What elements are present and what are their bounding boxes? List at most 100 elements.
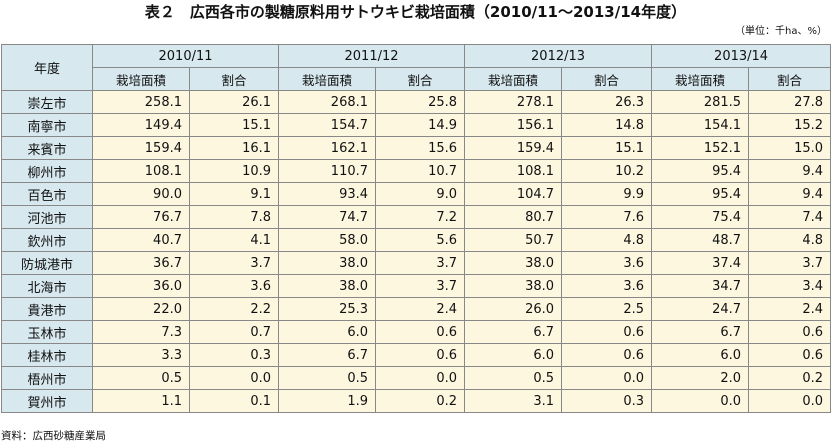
table-row: 梧州市 0.5 0.0 0.5 0.0 0.5 0.0 2.0 0.2 — [1, 366, 831, 390]
area-cell: 36.7 — [92, 251, 190, 275]
share-cell: 2.2 — [188, 297, 280, 321]
area-cell: 0.0 — [651, 389, 750, 413]
share-cell: 26.3 — [561, 90, 653, 114]
table-row: 河池市 76.7 7.8 74.7 7.2 80.7 7.6 75.4 7.4 — [1, 205, 831, 229]
share-cell: 0.6 — [748, 343, 831, 367]
share-cell: 10.2 — [561, 159, 653, 183]
table-row: 防城港市 36.7 3.7 38.0 3.7 38.0 3.6 37.4 3.7 — [1, 251, 831, 275]
area-cell: 38.0 — [464, 274, 563, 298]
city-name: 梧州市 — [1, 366, 93, 390]
area-cell: 25.3 — [278, 297, 377, 321]
share-cell: 0.2 — [375, 389, 466, 413]
share-cell: 26.1 — [188, 90, 280, 114]
area-subheader: 栽培面積 — [651, 67, 750, 91]
area-cell: 152.1 — [651, 136, 750, 160]
share-cell: 0.3 — [561, 389, 653, 413]
share-cell: 14.8 — [561, 113, 653, 137]
area-cell: 48.7 — [651, 228, 750, 252]
table-title: 表２ 広西各市の製糖原料用サトウキビ栽培面積（2010/11〜2013/14年度… — [144, 3, 687, 21]
season-header: 2010/11 — [91, 44, 280, 68]
share-subheader: 割合 — [748, 67, 831, 91]
share-cell: 4.1 — [188, 228, 280, 252]
share-subheader: 割合 — [561, 67, 653, 91]
share-cell: 3.6 — [188, 274, 280, 298]
area-cell: 281.5 — [651, 90, 750, 114]
city-name: 防城港市 — [1, 251, 93, 275]
cane-area-table: 年度 2010/11 2011/12 2012/13 2013/14 栽培面積 … — [1, 44, 831, 413]
area-cell: 6.0 — [464, 343, 563, 367]
area-cell: 6.7 — [464, 320, 563, 344]
share-cell: 7.2 — [375, 205, 466, 229]
share-cell: 0.6 — [375, 343, 466, 367]
share-cell: 0.0 — [561, 366, 653, 390]
area-cell: 24.7 — [651, 297, 750, 321]
header-row-seasons: 年度 2010/11 2011/12 2012/13 2013/14 — [1, 44, 831, 91]
share-cell: 5.6 — [375, 228, 466, 252]
area-cell: 36.0 — [92, 274, 190, 298]
unit-note: （単位：千ha、%） — [735, 26, 827, 37]
table-row: 貴港市 22.0 2.2 25.3 2.4 26.0 2.5 24.7 2.4 — [1, 297, 831, 321]
area-cell: 159.4 — [464, 136, 563, 160]
share-cell: 0.0 — [375, 366, 466, 390]
share-cell: 4.8 — [561, 228, 653, 252]
header-row-metrics: 栽培面積 割合 栽培面積 割合 栽培面積 割合 栽培面積 割合 — [2, 67, 831, 91]
season-header: 2012/13 — [464, 44, 653, 68]
table-row: 賀州市 1.1 0.1 1.9 0.2 3.1 0.3 0.0 0.0 — [1, 389, 831, 413]
share-cell: 15.1 — [561, 136, 653, 160]
table-row: 北海市 36.0 3.6 38.0 3.7 38.0 3.6 34.7 3.4 — [1, 274, 831, 298]
table-row: 欽州市 40.7 4.1 58.0 5.6 50.7 4.8 48.7 4.8 — [1, 228, 831, 252]
source-note: 資料：広西砂糖産業局 — [1, 430, 106, 442]
area-cell: 156.1 — [464, 113, 563, 137]
city-name: 玉林市 — [1, 320, 93, 344]
area-subheader: 栽培面積 — [92, 67, 190, 91]
area-cell: 34.7 — [651, 274, 750, 298]
area-cell: 278.1 — [464, 90, 563, 114]
share-cell: 0.7 — [188, 320, 280, 344]
share-cell: 3.4 — [748, 274, 831, 298]
area-cell: 162.1 — [278, 136, 377, 160]
share-cell: 16.1 — [188, 136, 280, 160]
area-cell: 74.7 — [278, 205, 377, 229]
share-cell: 2.5 — [561, 297, 653, 321]
share-cell: 7.4 — [748, 205, 831, 229]
area-subheader: 栽培面積 — [464, 67, 563, 91]
area-cell: 37.4 — [651, 251, 750, 275]
table-row: 来賓市 159.4 16.1 162.1 15.6 159.4 15.1 152.1 15.0 — [1, 136, 831, 160]
area-cell: 90.0 — [92, 182, 190, 206]
area-cell: 38.0 — [278, 274, 377, 298]
city-name: 百色市 — [1, 182, 93, 206]
share-cell: 9.0 — [375, 182, 466, 206]
table-row: 玉林市 7.3 0.7 6.0 0.6 6.7 0.6 6.7 0.6 — [1, 320, 831, 344]
area-cell: 108.1 — [464, 159, 563, 183]
season-header: 2011/12 — [278, 44, 466, 68]
table-row: 崇左市 258.1 26.1 268.1 25.8 278.1 26.3 281.5 27.8 — [1, 90, 831, 114]
area-cell: 22.0 — [92, 297, 190, 321]
table-row: 柳州市 108.1 10.9 110.7 10.7 108.1 10.2 95.4 9.4 — [1, 159, 831, 183]
area-cell: 104.7 — [464, 182, 563, 206]
city-name: 桂林市 — [1, 343, 93, 367]
area-cell: 75.4 — [651, 205, 750, 229]
area-cell: 154.1 — [651, 113, 750, 137]
share-cell: 0.6 — [561, 343, 653, 367]
city-name: 南寧市 — [1, 113, 93, 137]
share-cell: 10.7 — [375, 159, 466, 183]
share-cell: 3.7 — [375, 274, 466, 298]
area-cell: 6.7 — [651, 320, 750, 344]
city-name: 柳州市 — [1, 159, 93, 183]
table-row: 百色市 90.0 9.1 93.4 9.0 104.7 9.9 95.4 9.4 — [1, 182, 831, 206]
share-cell: 9.9 — [561, 182, 653, 206]
share-cell: 0.6 — [561, 320, 653, 344]
city-name: 北海市 — [1, 274, 93, 298]
area-cell: 3.3 — [92, 343, 190, 367]
city-name: 貴港市 — [1, 297, 93, 321]
season-header: 2013/14 — [651, 44, 831, 68]
city-name: 賀州市 — [1, 389, 93, 413]
area-subheader: 栽培面積 — [278, 67, 377, 91]
share-cell: 15.0 — [748, 136, 831, 160]
share-cell: 0.6 — [375, 320, 466, 344]
city-name: 来賓市 — [1, 136, 93, 160]
area-cell: 58.0 — [278, 228, 377, 252]
area-cell: 40.7 — [92, 228, 190, 252]
area-cell: 154.7 — [278, 113, 377, 137]
share-cell: 9.4 — [748, 182, 831, 206]
